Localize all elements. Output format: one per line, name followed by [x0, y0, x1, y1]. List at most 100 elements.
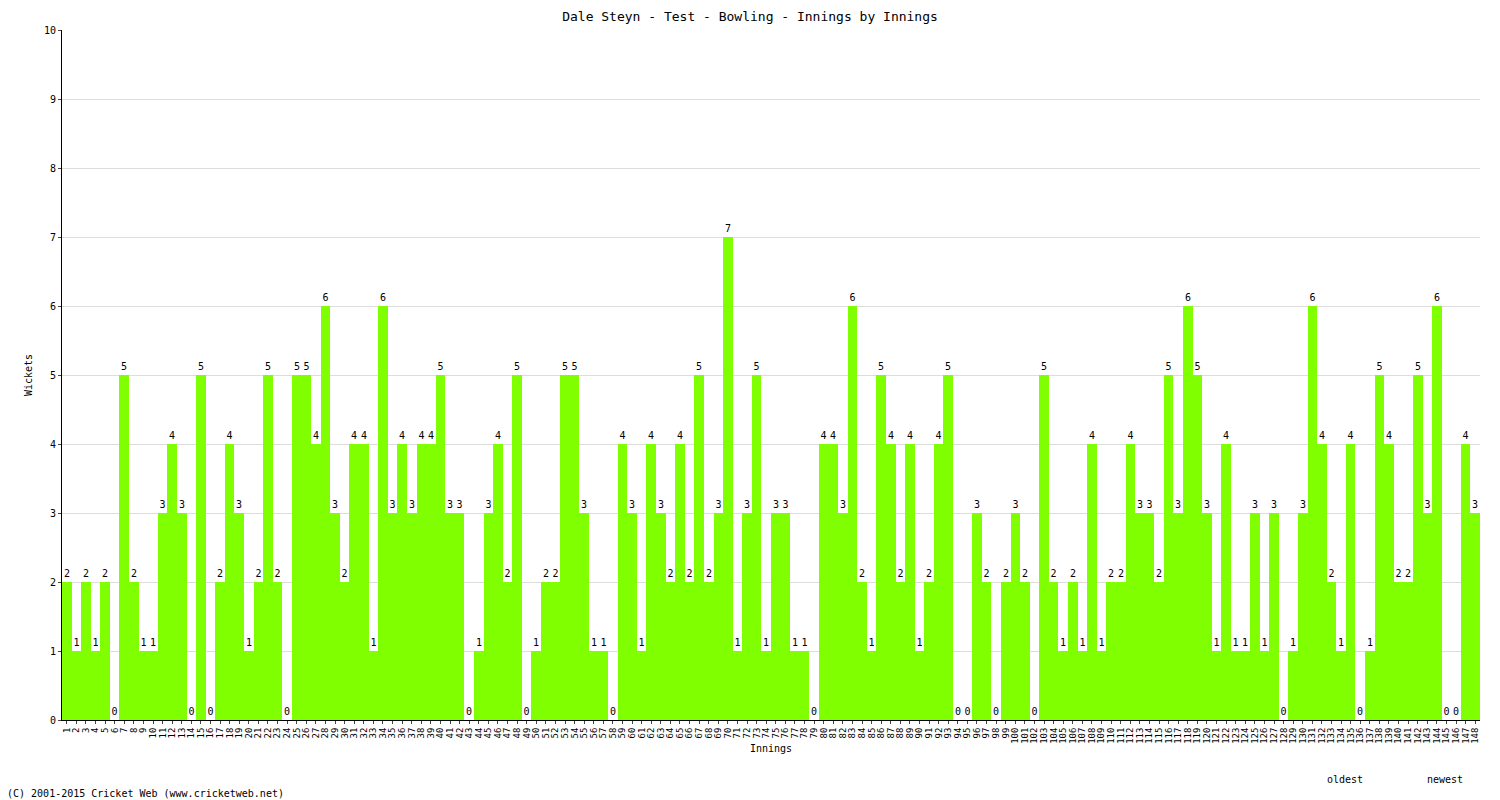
svg-text:79: 79 [809, 728, 819, 739]
svg-text:1: 1 [1338, 637, 1344, 648]
svg-text:newest: newest [1427, 774, 1463, 785]
svg-text:2: 2 [341, 568, 347, 579]
svg-text:9: 9 [138, 728, 148, 733]
svg-text:116: 116 [1164, 728, 1174, 744]
svg-text:144: 144 [1432, 728, 1442, 744]
svg-text:4: 4 [830, 430, 836, 441]
svg-text:2: 2 [131, 568, 137, 579]
svg-text:42: 42 [455, 728, 465, 739]
svg-text:105: 105 [1058, 728, 1068, 744]
svg-text:1: 1 [916, 637, 922, 648]
svg-text:2: 2 [706, 568, 712, 579]
svg-text:1: 1 [1290, 637, 1296, 648]
svg-text:3: 3 [50, 508, 56, 519]
svg-text:1: 1 [62, 728, 72, 733]
svg-text:90: 90 [914, 728, 924, 739]
svg-text:1: 1 [868, 637, 874, 648]
svg-text:94: 94 [953, 728, 963, 739]
svg-text:3: 3 [658, 499, 664, 510]
svg-text:80: 80 [819, 728, 829, 739]
svg-text:6: 6 [322, 292, 328, 303]
svg-text:2: 2 [1070, 568, 1076, 579]
svg-text:1: 1 [1261, 637, 1267, 648]
svg-text:2: 2 [1022, 568, 1028, 579]
svg-text:3: 3 [1300, 499, 1306, 510]
svg-text:3: 3 [1204, 499, 1210, 510]
svg-text:4: 4 [1347, 430, 1353, 441]
svg-text:0: 0 [188, 706, 194, 717]
svg-text:130: 130 [1298, 728, 1308, 744]
svg-text:1: 1 [801, 637, 807, 648]
svg-text:17: 17 [215, 728, 225, 739]
svg-text:5: 5 [514, 361, 520, 372]
svg-text:1: 1 [734, 637, 740, 648]
svg-text:2: 2 [1156, 568, 1162, 579]
svg-text:3: 3 [332, 499, 338, 510]
svg-text:119: 119 [1192, 728, 1202, 744]
svg-text:0: 0 [993, 706, 999, 717]
svg-text:1: 1 [476, 637, 482, 648]
svg-text:112: 112 [1125, 728, 1135, 744]
svg-text:63: 63 [656, 728, 666, 739]
svg-text:4: 4 [1462, 430, 1468, 441]
svg-text:0: 0 [111, 706, 117, 717]
svg-text:72: 72 [742, 728, 752, 739]
svg-text:24: 24 [282, 728, 292, 739]
svg-text:2: 2 [1003, 568, 1009, 579]
svg-text:43: 43 [464, 728, 474, 739]
svg-text:45: 45 [483, 728, 493, 739]
svg-text:117: 117 [1173, 728, 1183, 744]
svg-text:35: 35 [387, 728, 397, 739]
svg-text:136: 136 [1355, 728, 1365, 744]
svg-text:61: 61 [637, 728, 647, 739]
svg-text:2: 2 [543, 568, 549, 579]
svg-text:1: 1 [533, 637, 539, 648]
svg-text:3: 3 [159, 499, 165, 510]
svg-text:132: 132 [1317, 728, 1327, 744]
svg-text:66: 66 [684, 728, 694, 739]
svg-text:1: 1 [92, 637, 98, 648]
svg-text:124: 124 [1240, 728, 1250, 744]
svg-text:67: 67 [694, 728, 704, 739]
svg-text:4: 4 [428, 430, 434, 441]
svg-text:54: 54 [570, 728, 580, 739]
svg-text:40: 40 [435, 728, 445, 739]
svg-text:141: 141 [1403, 728, 1413, 744]
svg-text:26: 26 [301, 728, 311, 739]
svg-text:4: 4 [313, 430, 319, 441]
svg-text:143: 143 [1422, 728, 1432, 744]
svg-text:1: 1 [792, 637, 798, 648]
svg-text:5: 5 [303, 361, 309, 372]
svg-text:2: 2 [1108, 568, 1114, 579]
svg-text:83: 83 [847, 728, 857, 739]
svg-text:99: 99 [1001, 728, 1011, 739]
svg-text:44: 44 [474, 728, 484, 739]
svg-text:4: 4 [1223, 430, 1229, 441]
svg-text:4: 4 [169, 430, 175, 441]
svg-text:6: 6 [1434, 292, 1440, 303]
svg-text:89: 89 [905, 728, 915, 739]
svg-text:4: 4 [495, 430, 501, 441]
svg-text:5: 5 [198, 361, 204, 372]
svg-text:3: 3 [629, 499, 635, 510]
svg-text:20: 20 [244, 728, 254, 739]
svg-text:9: 9 [50, 94, 56, 105]
svg-text:101: 101 [1020, 728, 1030, 744]
svg-text:3: 3 [782, 499, 788, 510]
svg-text:1: 1 [763, 637, 769, 648]
svg-text:2: 2 [504, 568, 510, 579]
svg-text:1: 1 [50, 646, 56, 657]
svg-text:65: 65 [675, 728, 685, 739]
svg-text:1: 1 [73, 637, 79, 648]
svg-text:0: 0 [610, 706, 616, 717]
svg-text:102: 102 [1029, 728, 1039, 744]
svg-text:2: 2 [50, 577, 56, 588]
svg-text:75: 75 [771, 728, 781, 739]
svg-text:2: 2 [1328, 568, 1334, 579]
svg-text:5: 5 [1041, 361, 1047, 372]
svg-text:148: 148 [1470, 728, 1480, 744]
svg-text:14: 14 [186, 728, 196, 739]
svg-text:104: 104 [1049, 728, 1059, 744]
svg-text:147: 147 [1461, 728, 1471, 744]
svg-text:3: 3 [1137, 499, 1143, 510]
